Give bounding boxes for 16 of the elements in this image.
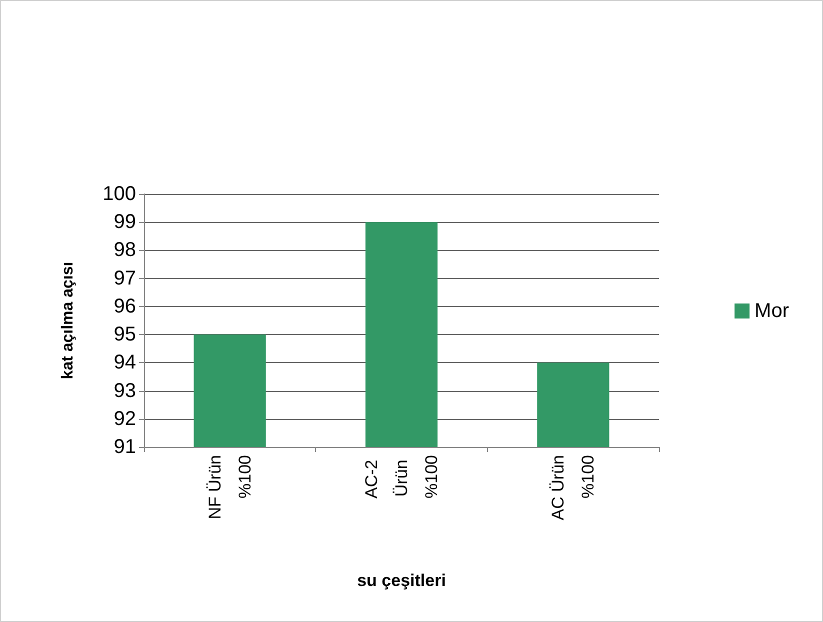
y-tick-label: 97 — [114, 267, 136, 290]
y-tick-label: 92 — [114, 408, 136, 430]
y-axis-title: kat açılma açısı — [60, 262, 76, 380]
y-tick-label: 94 — [114, 352, 136, 374]
y-tick-label: 95 — [114, 324, 136, 346]
x-tick-label: AC-2 Ürün %100 — [362, 455, 441, 498]
y-tick-label: 100 — [102, 183, 136, 205]
x-tick-label: AC Ürün %100 — [548, 455, 598, 520]
y-tick-label: 91 — [114, 436, 136, 458]
y-tick-label: 93 — [114, 380, 136, 402]
x-tick-label: NF Ürün %100 — [205, 455, 254, 520]
x-axis-title: su çeşitleri — [357, 571, 446, 590]
legend-label: Mor — [754, 300, 790, 322]
y-tick-label: 98 — [114, 239, 136, 262]
y-tick-label: 99 — [114, 211, 136, 234]
y-tick-label: 96 — [114, 295, 136, 318]
